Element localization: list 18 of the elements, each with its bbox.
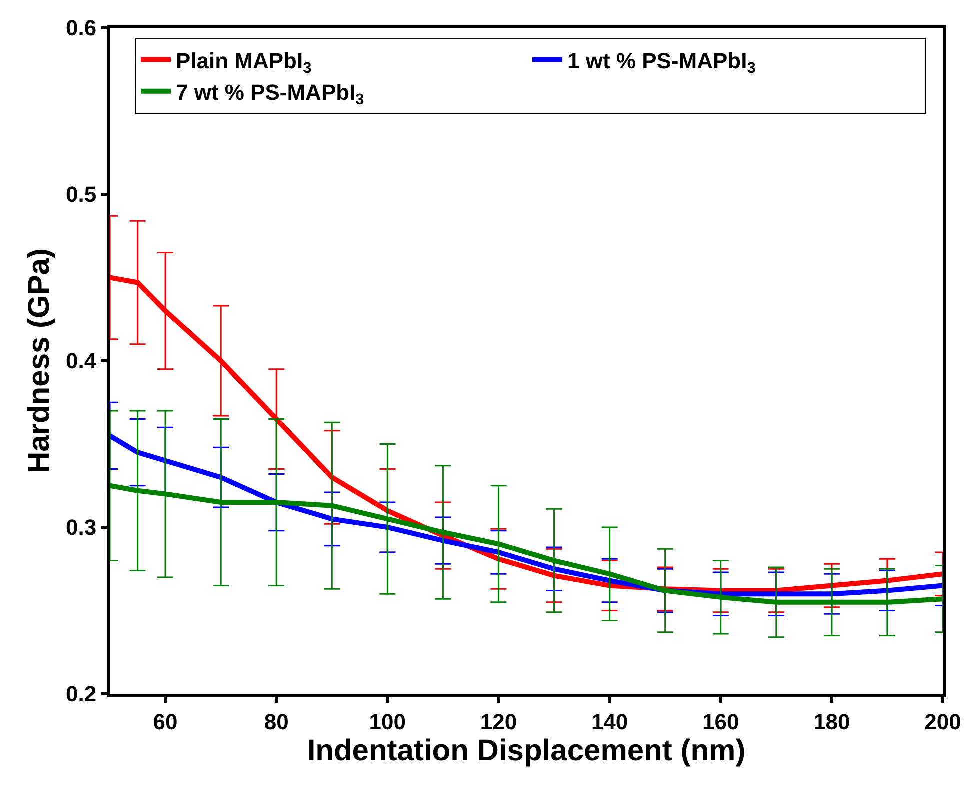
legend-label: Plain MAPbI$_{3}$	[176, 48, 312, 77]
x-tick-label: 140	[591, 709, 628, 734]
x-tick-label: 60	[153, 709, 178, 734]
y-tick-label: 0.5	[66, 182, 97, 208]
y-tick-label: 0.4	[66, 348, 98, 374]
x-tick-label: 180	[814, 709, 850, 734]
x-tick-label: 80	[264, 709, 289, 734]
x-tick-label: 200	[924, 709, 962, 734]
y-tick-label: 0.3	[66, 515, 97, 540]
y-tick-label: 0.2	[66, 682, 97, 707]
legend-label: 1 wt % PS-MAPbI$_{3}$	[568, 48, 756, 77]
y-axis-title: Hardness (GPa)	[23, 248, 56, 474]
y-tick-label: 0.6	[66, 16, 97, 41]
legend-label: 7 wt % PS-MAPbI$_{3}$	[176, 80, 364, 109]
x-tick-label: 100	[369, 709, 406, 734]
x-tick-label: 120	[480, 709, 518, 734]
x-tick-label: 160	[702, 709, 740, 734]
x-axis-title: Indentation Displacement (nm)	[307, 734, 746, 768]
